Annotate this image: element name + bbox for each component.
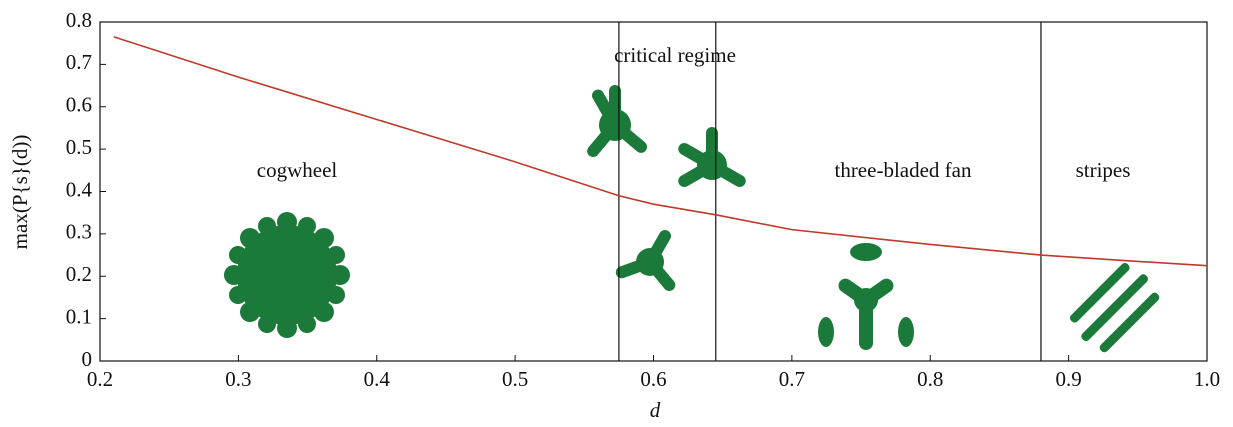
y-tick-label: 0 — [82, 347, 93, 371]
y-tick-label: 0.2 — [66, 262, 92, 286]
critical-shape-3 — [615, 230, 676, 291]
y-tick-label: 0.6 — [66, 93, 92, 117]
x-axis-label: d — [650, 398, 661, 422]
y-tick-label: 0.8 — [66, 8, 92, 32]
critical-shape-1 — [587, 85, 648, 158]
annotation: critical regime — [614, 43, 736, 67]
fan-shape — [818, 243, 914, 350]
x-tick-label: 0.7 — [779, 367, 805, 391]
data-line — [113, 36, 1208, 267]
x-tick-label: 0.8 — [917, 367, 943, 391]
x-tick-label: 0.6 — [640, 367, 666, 391]
annotation: cogwheel — [257, 158, 338, 182]
y-tick-label: 0.7 — [66, 50, 92, 74]
stripes-shape — [1069, 262, 1160, 353]
x-tick-label: 0.9 — [1056, 367, 1082, 391]
y-tick-label: 0.4 — [66, 177, 93, 201]
y-tick-label: 0.1 — [66, 304, 92, 328]
pattern-illustrations — [224, 85, 1160, 353]
x-tick-label: 0.4 — [364, 367, 391, 391]
y-tick-label: 0.5 — [66, 135, 92, 159]
x-tick-label: 0.3 — [225, 367, 251, 391]
x-tick-label: 0.5 — [502, 367, 528, 391]
annotation: stripes — [1076, 158, 1131, 182]
cogwheel-shape — [224, 212, 350, 338]
y-tick-label: 0.3 — [66, 220, 92, 244]
x-tick-label: 1.0 — [1194, 367, 1220, 391]
x-tick-label: 0.2 — [87, 367, 113, 391]
critical-shape-2 — [678, 127, 746, 187]
annotation: three-bladed fan — [834, 158, 972, 182]
y-axis-label: max(P{s}(d)) — [8, 135, 32, 250]
